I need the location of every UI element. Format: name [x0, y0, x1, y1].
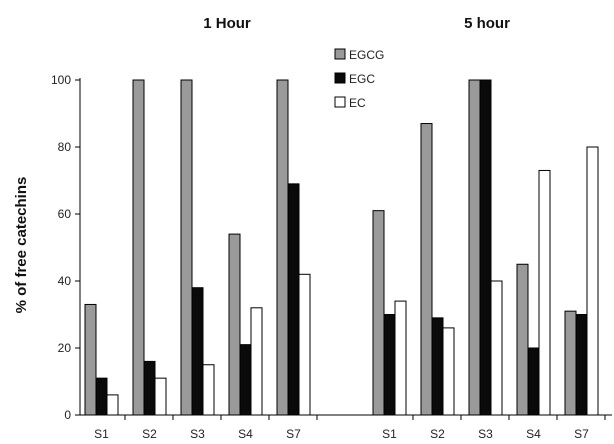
- x-label-5h-s4: S4: [526, 427, 541, 441]
- x-label-5h-s1: S1: [382, 427, 397, 441]
- bar-1h-s7-egcg: [276, 79, 289, 416]
- legend-label-ec: EC: [349, 96, 366, 110]
- bar-5h-s1-egc: [383, 314, 396, 416]
- bar-5h-s4-ec: [538, 169, 551, 416]
- y-tick-label-60: 60: [58, 207, 72, 221]
- bar-1h-s1-ec: [106, 394, 119, 416]
- y-tick-label-20: 20: [58, 341, 72, 355]
- bar-5h-s4-egcg: [516, 263, 529, 416]
- y-tick-label-0: 0: [64, 408, 71, 422]
- legend: EGCG EGC EC: [334, 48, 384, 110]
- x-label-5h-s3: S3: [478, 427, 493, 441]
- bar-5h-s1-egcg: [372, 210, 385, 416]
- bar-5h-s7-ec: [586, 146, 599, 416]
- bar-1h-s4-ec: [250, 307, 263, 416]
- bar-5h-s3-egcg: [468, 79, 481, 416]
- panel-title-5-hour: 5 hour: [464, 15, 510, 32]
- bar-5h-s1-ec: [394, 300, 407, 416]
- x-label-5h-s7: S7: [574, 427, 589, 441]
- x-label-1h-s4: S4: [238, 427, 253, 441]
- bar-1h-s3-ec: [202, 364, 215, 416]
- bar-5h-s3-ec: [490, 280, 503, 416]
- labels-layer: % of free catechins 1 Hour 5 hour 0 20 40 6…: [13, 15, 589, 441]
- x-label-5h-s2: S2: [430, 427, 445, 441]
- bar-1h-s2-ec: [154, 377, 167, 416]
- bar-5h-s2-ec: [442, 327, 455, 416]
- bar-1h-s7-ec: [298, 273, 311, 416]
- legend-label-egc: EGC: [349, 72, 375, 86]
- legend-label-egcg: EGCG: [349, 48, 384, 62]
- bar-1h-s7-egc: [287, 183, 300, 416]
- bar-1h-s2-egcg: [132, 79, 145, 416]
- x-label-1h-s1: S1: [94, 427, 109, 441]
- x-label-1h-s7: S7: [286, 427, 301, 441]
- bar-5h-s7-egc: [575, 314, 588, 416]
- bar-1h-s3-egcg: [180, 79, 193, 416]
- x-label-1h-s3: S3: [190, 427, 205, 441]
- bar-5h-s2-egcg: [420, 123, 433, 416]
- bar-1h-s2-egc: [143, 360, 156, 416]
- legend-swatch-egc: [334, 72, 346, 84]
- bar-5h-s3-egc: [479, 79, 492, 416]
- y-tick-label-100: 100: [51, 73, 71, 87]
- bar-5h-s7-egcg: [564, 310, 577, 416]
- bar-5h-s2-egc: [431, 317, 444, 416]
- legend-swatch-ec: [334, 96, 346, 108]
- bar-1h-s3-egc: [191, 287, 204, 416]
- y-tick-label-80: 80: [58, 140, 72, 154]
- panel-title-1-hour: 1 Hour: [203, 15, 251, 32]
- bar-1h-s1-egcg: [84, 303, 97, 416]
- y-tick-label-40: 40: [58, 274, 72, 288]
- bar-5h-s4-egc: [527, 347, 540, 416]
- bar-1h-s4-egcg: [228, 233, 241, 416]
- legend-swatch-egcg: [334, 48, 346, 60]
- y-axis-title: % of free catechins: [13, 177, 30, 314]
- bar-1h-s1-egc: [95, 377, 108, 416]
- x-label-1h-s2: S2: [142, 427, 157, 441]
- bar-1h-s4-egc: [239, 344, 252, 416]
- bars-layer: [84, 79, 599, 416]
